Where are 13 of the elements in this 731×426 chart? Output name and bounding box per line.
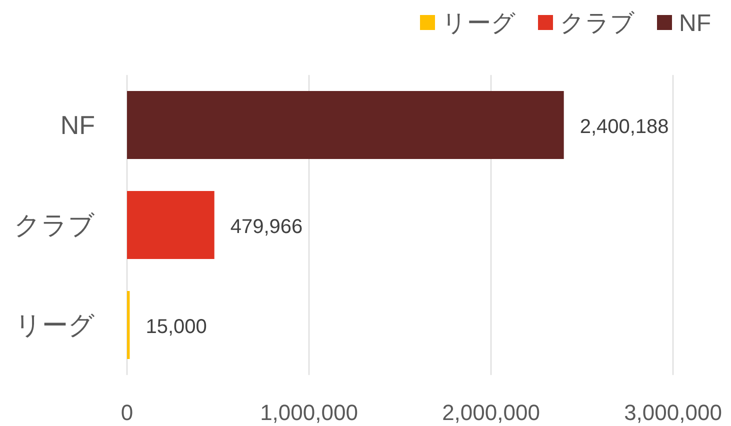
data-label: 15,000 xyxy=(146,316,207,338)
y-tick-label: NF xyxy=(60,110,95,140)
data-label: 2,400,188 xyxy=(580,116,669,138)
x-tick-label: 1,000,000 xyxy=(260,400,358,425)
x-tick-label: 3,000,000 xyxy=(624,400,722,425)
legend-label: NF xyxy=(679,10,711,37)
y-tick-label: リーグ xyxy=(15,310,95,340)
y-tick-label: クラブ xyxy=(14,210,95,240)
x-tick-label: 2,000,000 xyxy=(442,400,540,425)
legend-label: リーグ xyxy=(442,10,516,37)
data-label: 479,966 xyxy=(230,216,303,238)
x-tick-label: 0 xyxy=(120,400,134,425)
legend-label: クラブ xyxy=(560,10,635,37)
